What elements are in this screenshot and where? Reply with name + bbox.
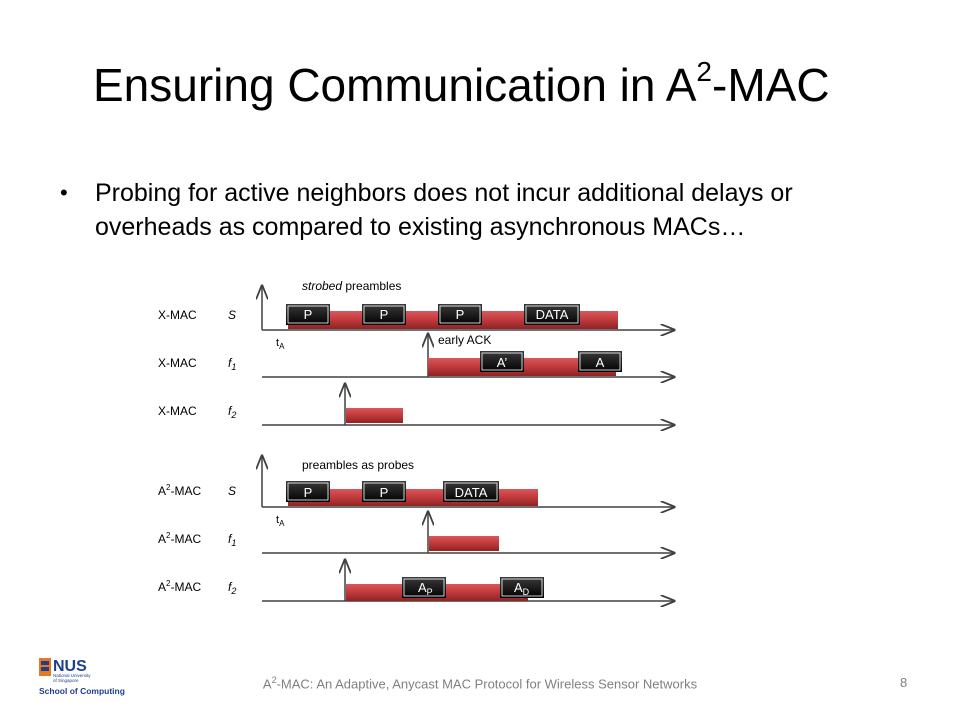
logo-title: NUS <box>53 658 87 675</box>
title-suffix: -MAC <box>712 59 830 111</box>
box-label: DATA <box>455 485 488 500</box>
box-label: P <box>380 485 389 500</box>
probe-ack-box: AP <box>402 577 446 598</box>
row-protocol-label: X-MAC <box>158 356 197 370</box>
row-node-label: f2 <box>228 580 236 596</box>
ack-box: A <box>578 351 622 372</box>
title-superscript: 2 <box>696 56 712 87</box>
logo-school: School of Computing <box>39 686 125 696</box>
row-protocol-label: X-MAC <box>158 404 197 418</box>
annotation-rest: preambles <box>342 279 401 293</box>
active-bar <box>346 408 403 423</box>
ack-box: A’ <box>480 351 524 372</box>
preamble-box: P <box>286 481 330 502</box>
row-node-label: S <box>228 308 236 322</box>
box-label: A’ <box>497 355 508 370</box>
row-protocol-label: A2-MAC <box>158 531 201 546</box>
annotation-italic-part: strobed <box>302 279 342 293</box>
title-text: Ensuring Communication in A <box>93 59 697 111</box>
row-node-label: S <box>228 484 236 498</box>
early-ack-label: early ACK <box>438 333 491 347</box>
preamble-box: P <box>286 304 330 325</box>
row-protocol-label: A2-MAC <box>158 483 201 498</box>
row-protocol-label: A2-MAC <box>158 579 201 594</box>
footer-text: A <box>262 676 272 692</box>
ta-label: tA <box>276 337 285 351</box>
logo-subtitle: National University <box>53 673 91 678</box>
box-label: AD <box>514 580 530 597</box>
slide-title: Ensuring Communication in A2-MAC <box>93 58 830 111</box>
data-ack-box: AD <box>500 577 544 598</box>
bullet-text: Probing for active neighbors does not in… <box>95 179 793 241</box>
box-label: P <box>456 307 465 322</box>
footer-superscript: 2 <box>271 675 277 685</box>
box-label: P <box>380 307 389 322</box>
row-node-label: f2 <box>228 404 236 420</box>
data-box: DATA <box>443 481 499 502</box>
nus-logo: NUS National University of Singapore Sch… <box>39 658 125 696</box>
row-node-label: f1 <box>228 356 236 372</box>
xmac-annotation: strobed preambles <box>302 279 401 293</box>
row-node-label: f1 <box>228 532 236 548</box>
preamble-box: P <box>362 481 406 502</box>
box-label: P <box>304 485 313 500</box>
bullet-dot-icon: • <box>60 180 68 205</box>
logo-subtitle: of Singapore <box>53 678 79 683</box>
data-box: DATA <box>524 304 580 325</box>
active-bar <box>429 536 499 551</box>
box-label: AP <box>418 580 433 597</box>
box-label: A <box>596 355 605 370</box>
box-label: P <box>304 307 313 322</box>
a2mac-annotation: preambles as probes <box>302 458 414 472</box>
row-protocol-label: X-MAC <box>158 308 197 322</box>
preamble-box: P <box>362 304 406 325</box>
slide-footer: A2-MAC: An Adaptive, Anycast MAC Protoco… <box>0 675 960 691</box>
preamble-box: P <box>438 304 482 325</box>
page-number: 8 <box>900 675 908 690</box>
footer-text: -MAC: An Adaptive, Anycast MAC Protocol … <box>276 676 698 692</box>
nus-crest-icon <box>39 658 51 676</box>
box-label: DATA <box>536 307 569 322</box>
ta-label: tA <box>276 514 285 528</box>
